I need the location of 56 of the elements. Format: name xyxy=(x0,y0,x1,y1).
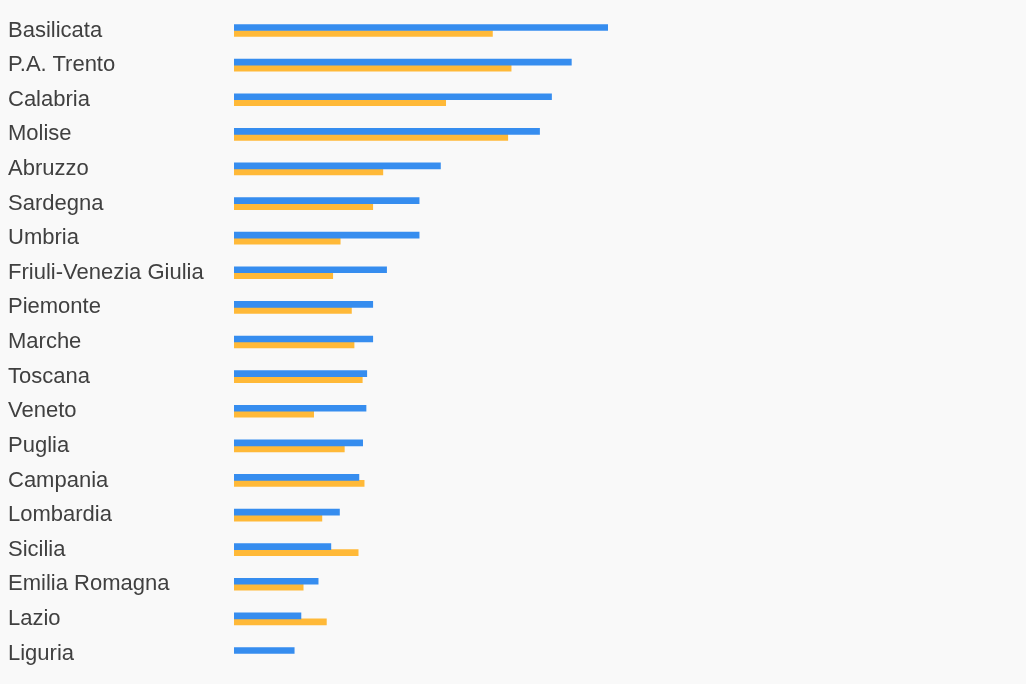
bar xyxy=(234,134,509,141)
bar xyxy=(234,445,345,453)
bar xyxy=(234,335,374,343)
y-tick-label: Lazio xyxy=(8,604,61,630)
bar xyxy=(234,197,420,204)
bar xyxy=(234,272,334,280)
bar xyxy=(234,99,447,107)
bar xyxy=(234,203,374,210)
bar xyxy=(234,30,493,37)
y-tick-label: Veneto xyxy=(8,397,77,423)
y-tick-label: Umbria xyxy=(8,224,80,250)
y-tick-label: Emilia Romagna xyxy=(8,570,171,596)
bar xyxy=(234,64,512,72)
y-tick-label: Campania xyxy=(8,466,110,492)
bar xyxy=(234,168,384,176)
bar xyxy=(234,474,360,481)
bar xyxy=(234,439,363,447)
y-tick-label: Liguria xyxy=(8,639,75,665)
y-tick-label: Molise xyxy=(8,120,72,146)
bar xyxy=(234,543,332,550)
y-tick-label: Sicilia xyxy=(8,535,67,561)
bar xyxy=(234,404,367,412)
bar xyxy=(234,301,374,308)
y-tick-label: Sardegna xyxy=(8,189,105,215)
bar xyxy=(234,370,368,377)
bar xyxy=(234,162,441,170)
y-tick-label: Piemonte xyxy=(8,293,101,319)
bar xyxy=(234,93,552,101)
bar xyxy=(234,618,327,626)
y-tick-label: Toscana xyxy=(8,362,91,388)
bar xyxy=(234,341,355,349)
bar xyxy=(234,612,302,620)
bar xyxy=(234,231,420,239)
y-tick-label: P.A. Trento xyxy=(8,51,116,77)
bar xyxy=(234,508,340,516)
y-tick-label: Friuli-Venezia Giulia xyxy=(8,258,205,284)
bar xyxy=(234,128,540,135)
bar xyxy=(234,514,323,522)
bar xyxy=(234,577,319,585)
bar xyxy=(234,480,365,487)
bar xyxy=(234,266,387,274)
bar xyxy=(234,376,363,383)
bar xyxy=(234,24,608,31)
y-tick-label: Marche xyxy=(8,328,82,354)
y-tick-label: Basilicata xyxy=(8,16,103,42)
bar xyxy=(234,237,341,245)
bar xyxy=(234,410,314,418)
y-tick-label: Lombardia xyxy=(8,501,113,527)
bar xyxy=(234,583,304,591)
y-tick-label: Abruzzo xyxy=(8,155,89,181)
bar xyxy=(234,647,295,654)
bar xyxy=(234,549,359,556)
bar xyxy=(234,58,572,66)
y-tick-label: Calabria xyxy=(8,85,91,111)
y-tick-label: Puglia xyxy=(8,431,70,457)
bar xyxy=(234,307,352,314)
